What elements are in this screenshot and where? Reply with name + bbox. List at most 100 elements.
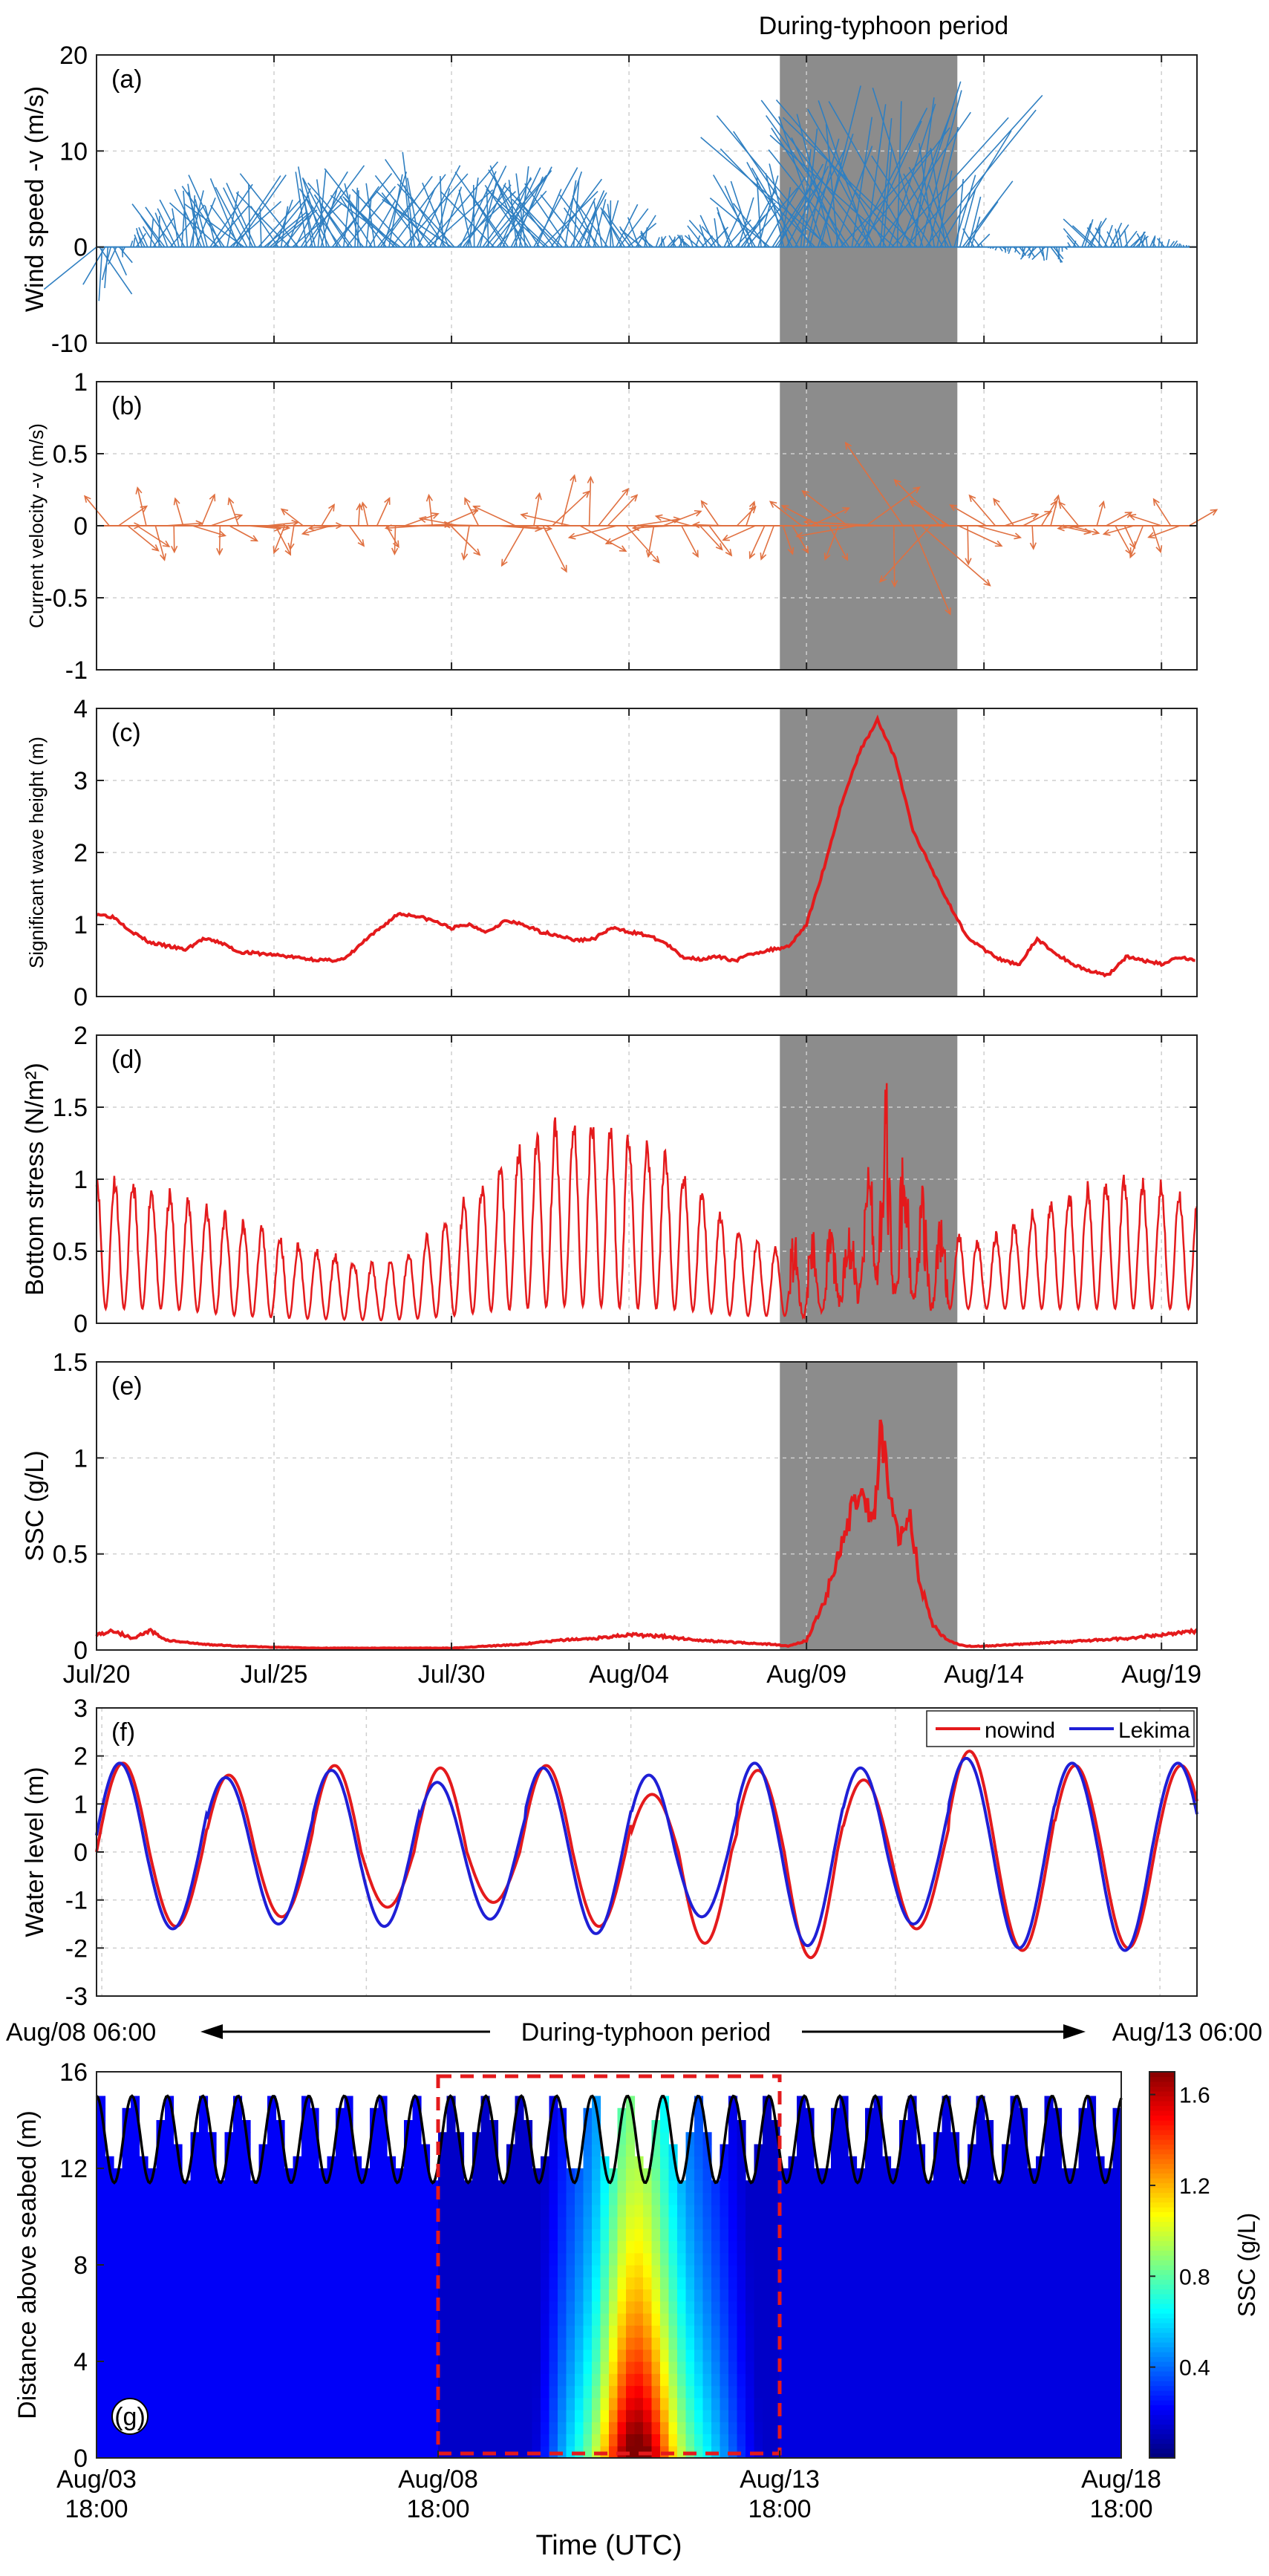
heatmap-cell bbox=[626, 2144, 636, 2157]
heatmap-cell bbox=[284, 2240, 294, 2254]
heatmap-cell bbox=[1053, 2144, 1063, 2157]
wind-vector bbox=[465, 165, 507, 248]
heatmap-cell bbox=[566, 2337, 575, 2350]
current-arrowhead bbox=[965, 558, 972, 566]
heatmap-cell bbox=[839, 2385, 849, 2399]
heatmap-cell bbox=[258, 2410, 268, 2422]
current-arrowhead bbox=[769, 500, 777, 508]
heatmap-cell bbox=[1044, 2410, 1054, 2422]
heatmap-cell bbox=[643, 2192, 653, 2205]
heatmap-cell bbox=[558, 2228, 567, 2242]
heatmap-cell bbox=[131, 2277, 140, 2290]
heatmap-cell bbox=[865, 2433, 875, 2447]
heatmap-cell bbox=[404, 2240, 414, 2254]
heatmap-cell bbox=[592, 2156, 601, 2169]
heatmap-cell bbox=[310, 2325, 319, 2338]
heatmap-cell bbox=[515, 2228, 524, 2242]
heatmap-cell bbox=[609, 2301, 619, 2314]
colorbar-cell bbox=[1149, 2419, 1175, 2425]
heatmap-cell bbox=[532, 2301, 541, 2314]
heatmap-cell bbox=[907, 2168, 917, 2181]
heatmap-cell bbox=[122, 2192, 131, 2205]
heatmap-cell bbox=[933, 2397, 943, 2410]
heatmap-cell bbox=[404, 2313, 414, 2326]
heatmap-cell bbox=[344, 2204, 353, 2217]
colorbar-cell bbox=[1149, 2096, 1175, 2101]
heatmap-cell bbox=[924, 2361, 934, 2374]
heatmap-cell bbox=[404, 2180, 414, 2194]
colorbar-cell bbox=[1149, 2284, 1175, 2290]
heatmap-cell bbox=[694, 2168, 704, 2181]
heatmap-cell bbox=[472, 2204, 482, 2217]
heatmap-cell bbox=[617, 2156, 627, 2169]
heatmap-cell bbox=[156, 2361, 166, 2374]
heatmap-cell bbox=[617, 2385, 627, 2399]
heatmap-cell bbox=[805, 2361, 815, 2374]
heatmap-cell bbox=[1036, 2433, 1045, 2447]
heatmap-cell bbox=[395, 2385, 405, 2399]
heatmap-cell bbox=[216, 2228, 226, 2242]
wind-vector bbox=[763, 177, 806, 248]
heatmap-cell bbox=[156, 2325, 166, 2338]
heatmap-cell bbox=[583, 2301, 593, 2314]
heatmap-cell bbox=[421, 2192, 431, 2205]
heatmap-cell bbox=[711, 2289, 721, 2302]
y-tick-label: 1 bbox=[74, 368, 88, 397]
heatmap-cell bbox=[241, 2325, 251, 2338]
heatmap-cell bbox=[310, 2361, 319, 2374]
wind-vector bbox=[699, 215, 717, 248]
heatmap-cell bbox=[626, 2192, 636, 2205]
heatmap-cell bbox=[480, 2168, 490, 2181]
wind-vector bbox=[195, 198, 216, 247]
heatmap-cell bbox=[327, 2252, 336, 2266]
heatmap-cell bbox=[839, 2132, 849, 2145]
heatmap-cell bbox=[412, 2325, 422, 2338]
heatmap-cell bbox=[173, 2204, 183, 2217]
heatmap-cell bbox=[737, 2373, 746, 2387]
heatmap-cell bbox=[233, 2373, 243, 2387]
heatmap-cell bbox=[353, 2337, 362, 2350]
heatmap-cell bbox=[882, 2337, 892, 2350]
y-tick-label: 0 bbox=[74, 234, 88, 262]
heatmap-cell bbox=[250, 2373, 260, 2387]
heatmap-cell bbox=[327, 2410, 336, 2422]
wind-vector bbox=[226, 183, 256, 247]
heatmap-cell bbox=[182, 2445, 192, 2459]
heatmap-cell bbox=[728, 2301, 738, 2314]
heatmap-cell bbox=[438, 2410, 448, 2422]
heatmap-cell bbox=[463, 2180, 473, 2194]
heatmap-cell bbox=[1087, 2240, 1097, 2254]
heatmap-cell bbox=[241, 2301, 251, 2314]
heatmap-cell bbox=[258, 2337, 268, 2350]
heatmap-cell bbox=[805, 2337, 815, 2350]
heatmap-cell bbox=[284, 2228, 294, 2242]
heatmap-cell bbox=[916, 2385, 926, 2399]
heatmap-cell bbox=[728, 2120, 738, 2133]
heatmap-cell bbox=[165, 2228, 174, 2242]
heatmap-cell bbox=[702, 2313, 712, 2326]
heatmap-cell bbox=[310, 2410, 319, 2422]
heatmap-cell bbox=[720, 2349, 729, 2362]
heatmap-cell bbox=[156, 2240, 166, 2254]
current-vector bbox=[647, 525, 655, 557]
heatmap-cell bbox=[942, 2265, 951, 2277]
heatmap-cell bbox=[856, 2180, 866, 2194]
heatmap-cell bbox=[224, 2422, 234, 2435]
heatmap-cell bbox=[241, 2240, 251, 2254]
heatmap-cell bbox=[907, 2144, 917, 2157]
heatmap-cell bbox=[97, 2192, 106, 2205]
heatmap-cell bbox=[1078, 2180, 1088, 2194]
heatmap-cell bbox=[241, 2361, 251, 2374]
heatmap-cell bbox=[865, 2349, 875, 2362]
heatmap-cell bbox=[797, 2433, 806, 2447]
heatmap-cell bbox=[190, 2325, 200, 2338]
heatmap-cell bbox=[865, 2156, 875, 2169]
heatmap-cell bbox=[293, 2422, 302, 2435]
heatmap-cell bbox=[224, 2325, 234, 2338]
heatmap-cell bbox=[327, 2385, 336, 2399]
heatmap-cell bbox=[455, 2168, 465, 2181]
heatmap-cell bbox=[216, 2433, 226, 2447]
colorbar-cell bbox=[1149, 2226, 1175, 2232]
heatmap-cell bbox=[916, 2277, 926, 2290]
